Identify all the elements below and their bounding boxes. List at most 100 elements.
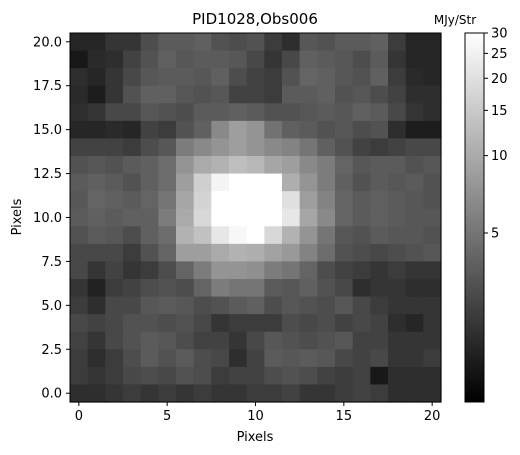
- heatmap-cell: [211, 121, 229, 139]
- heatmap-cell: [317, 103, 335, 121]
- heatmap-cell: [194, 367, 212, 385]
- heatmap-cell: [141, 314, 159, 332]
- heatmap-cell: [105, 209, 123, 227]
- heatmap-cell: [370, 367, 388, 385]
- heatmap-cell: [388, 138, 406, 156]
- heatmap-cell: [317, 367, 335, 385]
- heatmap-cell: [264, 384, 282, 402]
- colorbar-tick-label: 5: [491, 226, 499, 241]
- heatmap-cell: [105, 33, 123, 51]
- heatmap-cell: [88, 367, 106, 385]
- heatmap-cell: [370, 332, 388, 350]
- heatmap-cell: [282, 68, 300, 86]
- heatmap-cell: [388, 244, 406, 262]
- heatmap-cell: [247, 138, 265, 156]
- heatmap-cell: [406, 51, 424, 69]
- heatmap-cell: [211, 261, 229, 279]
- heatmap-cell: [388, 209, 406, 227]
- x-tick-label: 5: [163, 409, 171, 424]
- heatmap-cell: [300, 332, 318, 350]
- heatmap-cell: [105, 297, 123, 315]
- heatmap-cell: [141, 349, 159, 367]
- heatmap-cell: [229, 33, 247, 51]
- heatmap-cell: [211, 86, 229, 104]
- heatmap-cell: [70, 279, 88, 297]
- heatmap-cell: [406, 103, 424, 121]
- y-tick-label: 15.0: [33, 123, 62, 138]
- heatmap-cell: [370, 209, 388, 227]
- heatmap-cell: [406, 138, 424, 156]
- heatmap-cell: [229, 68, 247, 86]
- heatmap-cell: [317, 121, 335, 139]
- heatmap-cell: [317, 226, 335, 244]
- heatmap-cell: [388, 226, 406, 244]
- heatmap-cell: [317, 86, 335, 104]
- heatmap-cell: [105, 244, 123, 262]
- heatmap-cell: [370, 297, 388, 315]
- heatmap-cell: [194, 384, 212, 402]
- heatmap-cell: [105, 68, 123, 86]
- heatmap-cell: [123, 297, 141, 315]
- heatmap-cell: [264, 103, 282, 121]
- heatmap-cell: [141, 279, 159, 297]
- heatmap-cell: [158, 244, 176, 262]
- heatmap-cell: [300, 209, 318, 227]
- heatmap-cell: [70, 191, 88, 209]
- heatmap-cell: [370, 261, 388, 279]
- y-tick-label: 10.0: [33, 211, 62, 226]
- heatmap-cell: [123, 103, 141, 121]
- x-tick-label: 0: [75, 409, 83, 424]
- heatmap-cell: [88, 244, 106, 262]
- heatmap-cell: [194, 332, 212, 350]
- heatmap-cell: [105, 156, 123, 174]
- heatmap-cell: [211, 384, 229, 402]
- heatmap-cell: [282, 86, 300, 104]
- heatmap-cell: [388, 68, 406, 86]
- heatmap-cell: [158, 174, 176, 192]
- heatmap-cell: [423, 68, 441, 86]
- heatmap-cell: [123, 209, 141, 227]
- heatmap-cell: [247, 51, 265, 69]
- heatmap-cell: [406, 244, 424, 262]
- heatmap-cell: [247, 279, 265, 297]
- heatmap-cell: [176, 244, 194, 262]
- heatmap-cell: [247, 367, 265, 385]
- heatmap-cell: [211, 191, 229, 209]
- heatmap-cell: [317, 138, 335, 156]
- heatmap-cell: [211, 68, 229, 86]
- heatmap-cell: [88, 121, 106, 139]
- heatmap-cell: [317, 332, 335, 350]
- heatmap-cell: [88, 332, 106, 350]
- heatmap-cell: [123, 156, 141, 174]
- heatmap-cell: [158, 103, 176, 121]
- heatmap-cell: [282, 121, 300, 139]
- heatmap-cell: [194, 244, 212, 262]
- heatmap-cell: [264, 191, 282, 209]
- heatmap-cell: [264, 279, 282, 297]
- heatmap-cell: [353, 349, 371, 367]
- heatmap-cell: [247, 314, 265, 332]
- heatmap-cell: [388, 384, 406, 402]
- heatmap-cell: [300, 279, 318, 297]
- heatmap-cell: [176, 314, 194, 332]
- heatmap-cell: [105, 51, 123, 69]
- heatmap-cell: [300, 191, 318, 209]
- heatmap-cell: [282, 261, 300, 279]
- heatmap-cell: [370, 244, 388, 262]
- heatmap-cell: [194, 33, 212, 51]
- heatmap-cell: [317, 33, 335, 51]
- heatmap-cell: [423, 138, 441, 156]
- heatmap-cell: [176, 51, 194, 69]
- heatmap-cell: [423, 384, 441, 402]
- colorbar-ticks: 5 10 15 20 25 30: [484, 27, 508, 242]
- heatmap-cell: [123, 138, 141, 156]
- heatmap-cell: [406, 33, 424, 51]
- heatmap-cell: [229, 261, 247, 279]
- heatmap-cell: [317, 349, 335, 367]
- heatmap-cell: [370, 349, 388, 367]
- heatmap-cell: [158, 297, 176, 315]
- heatmap-cell: [123, 51, 141, 69]
- x-tick-label: 20: [424, 409, 441, 424]
- heatmap-cell: [335, 314, 353, 332]
- heatmap-cell: [158, 261, 176, 279]
